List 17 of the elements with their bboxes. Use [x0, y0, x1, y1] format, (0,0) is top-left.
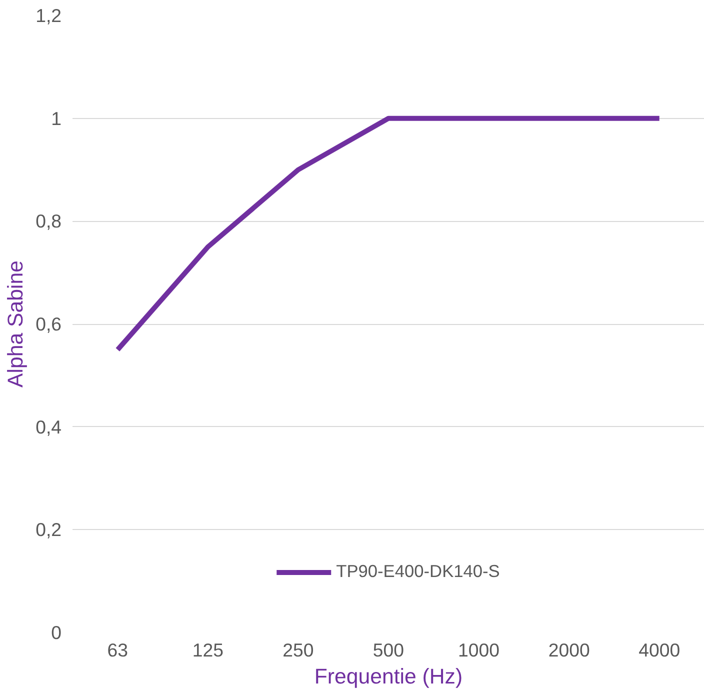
y-tick-label: 0,2	[36, 519, 62, 540]
x-tick-label: 2000	[548, 640, 590, 660]
x-tick-label: 63	[107, 640, 128, 660]
x-axis-title: Frequentie (Hz)	[314, 664, 463, 688]
legend-label: TP90-E400-DK140-S	[336, 561, 500, 582]
y-tick-label: 0,4	[36, 416, 62, 438]
y-axis-title: Alpha Sabine	[4, 260, 28, 388]
y-tick-label: 0,6	[36, 314, 62, 334]
x-tick-label: 125	[192, 640, 224, 660]
x-tick-label: 250	[282, 640, 314, 660]
y-tick-label: 0	[51, 622, 62, 643]
y-tick-label: 1	[51, 108, 62, 129]
x-tick-label: 500	[372, 640, 404, 660]
y-tick-label: 1,2	[36, 5, 62, 26]
x-tick-label: 4000	[638, 640, 680, 660]
y-tick-label: 0,8	[36, 210, 62, 232]
x-tick-label: 1000	[458, 640, 500, 660]
